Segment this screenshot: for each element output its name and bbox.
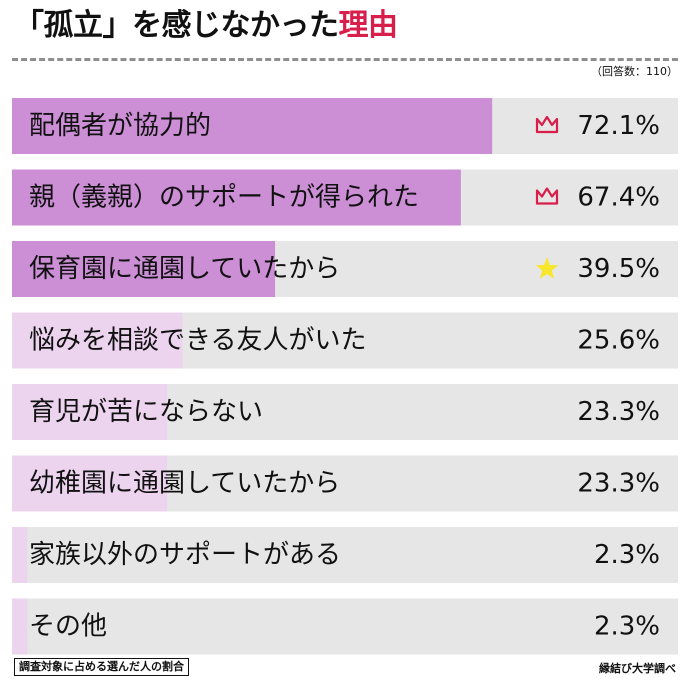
footnote-survey-basis: 調査対象に占める選んだ人の割合 bbox=[14, 658, 189, 676]
bar bbox=[12, 455, 168, 512]
bar-value-label: 23.3% bbox=[577, 469, 660, 499]
bar-value-label: 23.3% bbox=[577, 397, 660, 427]
bar bbox=[12, 527, 28, 583]
bar bbox=[12, 169, 461, 226]
bar-category-label: 親（義親）のサポートが得られた bbox=[29, 183, 419, 213]
bar-category-label: 育児が苦にならない bbox=[29, 397, 263, 427]
bar-value-label: 25.6% bbox=[577, 326, 660, 356]
bar-value-label: 67.4% bbox=[577, 183, 660, 213]
crown-icon bbox=[535, 187, 559, 205]
chart-title-main: 「孤立」を感じなかった bbox=[14, 8, 339, 43]
crown-icon bbox=[535, 115, 559, 134]
bar-value-label: 2.3% bbox=[594, 540, 660, 570]
bar-category-label: 保育園に通園していたから bbox=[29, 254, 340, 284]
bar-value-label: 2.3% bbox=[594, 612, 660, 642]
bar-track bbox=[12, 527, 678, 583]
bar-category-label: その他 bbox=[29, 612, 107, 642]
bar bbox=[12, 384, 168, 440]
bar-category-label: 悩みを相談できる友人がいた bbox=[29, 326, 366, 356]
chart-title: 「孤立」を感じなかった理由 bbox=[14, 6, 398, 46]
title-divider bbox=[12, 58, 678, 61]
bar-value-label: 72.1% bbox=[577, 111, 660, 141]
bar-category-label: 幼稚園に通園していたから bbox=[29, 469, 340, 499]
bar-category-label: 配偶者が協力的 bbox=[29, 111, 211, 141]
footnote-source: 縁結び大学調べ bbox=[599, 662, 676, 675]
star-icon bbox=[535, 257, 559, 279]
bar bbox=[12, 241, 276, 297]
bar bbox=[12, 312, 183, 369]
bar-category-label: 家族以外のサポートがある bbox=[29, 540, 341, 570]
bar bbox=[12, 598, 28, 655]
bar-value-label: 39.5% bbox=[577, 254, 660, 284]
respondent-count: （回答数：110） bbox=[591, 65, 678, 78]
bar bbox=[12, 98, 493, 154]
chart-title-accent: 理由 bbox=[338, 8, 399, 43]
bar-track bbox=[12, 598, 678, 655]
